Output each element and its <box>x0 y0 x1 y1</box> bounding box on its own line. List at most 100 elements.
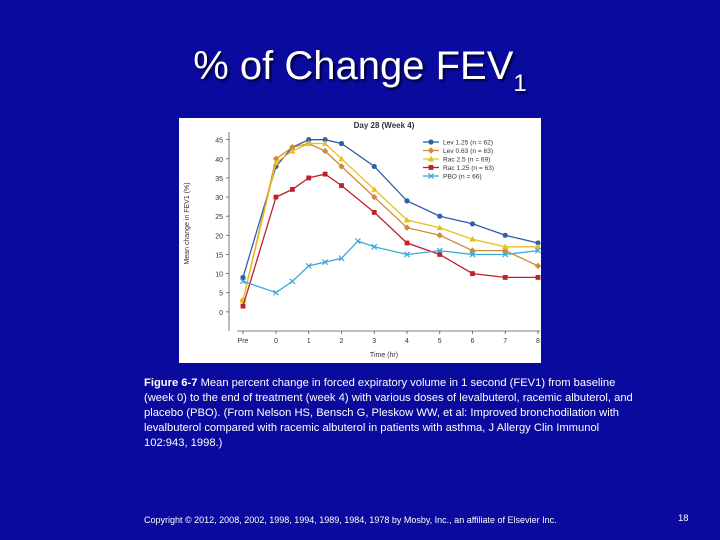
data-point <box>339 183 344 188</box>
data-point <box>469 251 476 258</box>
data-point <box>469 247 476 254</box>
y-tick-label: 20 <box>215 233 223 240</box>
legend-label: Rac 1.25 (n = 63) <box>443 165 494 172</box>
data-point <box>322 171 328 177</box>
y-tick-label: 5 <box>219 291 223 298</box>
x-tick-label: 0 <box>274 338 278 345</box>
data-point <box>534 262 541 270</box>
data-point <box>534 243 541 250</box>
data-point <box>403 251 411 258</box>
x-tick-label: 4 <box>405 338 409 345</box>
data-point <box>322 137 328 143</box>
x-tick-label: 3 <box>372 338 376 345</box>
data-point <box>289 278 296 285</box>
x-tick-label: 7 <box>503 338 507 345</box>
data-point <box>469 221 476 227</box>
data-point <box>305 262 312 269</box>
figure-caption-text: Mean percent change in forced expiratory… <box>144 377 633 449</box>
data-point <box>427 172 435 180</box>
data-point <box>470 271 475 276</box>
data-point <box>502 247 509 254</box>
data-point <box>436 224 443 231</box>
data-point <box>502 275 508 280</box>
y-tick-label: 15 <box>215 252 223 259</box>
x-tick-label: 1 <box>307 338 311 345</box>
data-point <box>535 240 541 246</box>
data-point <box>428 165 434 170</box>
data-point <box>403 224 411 231</box>
data-point <box>272 155 280 162</box>
data-point <box>371 186 378 192</box>
data-point <box>404 198 410 204</box>
y-tick-label: 45 <box>215 138 223 145</box>
data-point <box>437 252 443 257</box>
data-point <box>338 140 345 147</box>
data-point <box>305 140 312 146</box>
data-point <box>371 163 377 170</box>
data-point <box>338 155 345 162</box>
x-tick-label: 6 <box>471 338 475 345</box>
data-point <box>436 232 443 239</box>
data-point <box>239 278 247 285</box>
x-axis-label: Time (hr) <box>370 352 398 359</box>
data-point <box>469 235 476 242</box>
chart-title: Day 28 (Week 4) <box>354 121 415 130</box>
data-point <box>427 155 435 162</box>
data-point <box>289 187 295 192</box>
figure-caption-label: Figure 6-7 <box>144 377 198 389</box>
data-point <box>338 163 345 170</box>
y-tick-label: 25 <box>215 214 223 221</box>
x-tick-label: Pre <box>238 338 249 345</box>
data-point <box>502 232 508 238</box>
data-point <box>321 147 329 155</box>
x-tick-label: 5 <box>438 338 442 345</box>
data-point <box>436 247 443 254</box>
slide-title-subscript: 1 <box>513 70 527 97</box>
y-tick-label: 30 <box>215 195 223 202</box>
data-point <box>273 194 279 200</box>
data-point <box>502 251 509 258</box>
data-point <box>371 243 378 250</box>
data-point <box>289 147 296 154</box>
figure-panel: Day 28 (Week 4) 0 5 10 15 20 25 30 35 40 45 Pre 0 1 2 3… <box>179 118 541 363</box>
data-point <box>272 159 280 166</box>
data-point <box>272 289 280 296</box>
data-point <box>240 303 246 309</box>
data-point <box>322 259 329 266</box>
copyright-notice: Copyright © 2012, 2008, 2002, 1998, 1994… <box>144 515 557 525</box>
data-point <box>371 209 377 215</box>
y-tick-label: 10 <box>215 272 223 279</box>
slide-title-main: % of Change FEV <box>193 44 514 88</box>
data-point <box>502 243 509 250</box>
legend-label: Lev 0.63 (n = 63) <box>443 148 493 155</box>
data-point <box>428 139 434 145</box>
data-point <box>321 140 329 146</box>
data-point <box>240 274 246 281</box>
slide-number: 18 <box>678 513 689 524</box>
legend-label: PBO (n = 66) <box>443 174 482 181</box>
data-point <box>338 255 345 262</box>
series-line <box>242 139 539 278</box>
data-point <box>306 137 312 143</box>
slide-title: % of Change FEV1 <box>0 44 720 97</box>
data-point <box>371 193 378 201</box>
legend-label: Lev 1.25 (n = 62) <box>443 140 493 147</box>
y-tick-label: 0 <box>219 310 223 317</box>
data-point <box>354 238 361 245</box>
x-tick-label: 8 <box>536 338 540 345</box>
y-axis-label: Mean change in FEV1 (%) <box>184 182 191 264</box>
series-line <box>242 173 538 307</box>
data-point <box>437 213 443 219</box>
x-tick-label: 2 <box>340 338 344 345</box>
figure-caption: Figure 6-7 Mean percent change in forced… <box>144 376 634 451</box>
data-point <box>427 147 435 154</box>
y-tick-label: 40 <box>215 157 223 164</box>
data-point <box>403 216 411 223</box>
data-point <box>404 240 410 246</box>
series-line <box>242 240 539 294</box>
series-line <box>242 142 539 301</box>
data-point <box>535 275 541 280</box>
y-tick-label: 35 <box>215 176 223 183</box>
data-point <box>534 247 541 254</box>
